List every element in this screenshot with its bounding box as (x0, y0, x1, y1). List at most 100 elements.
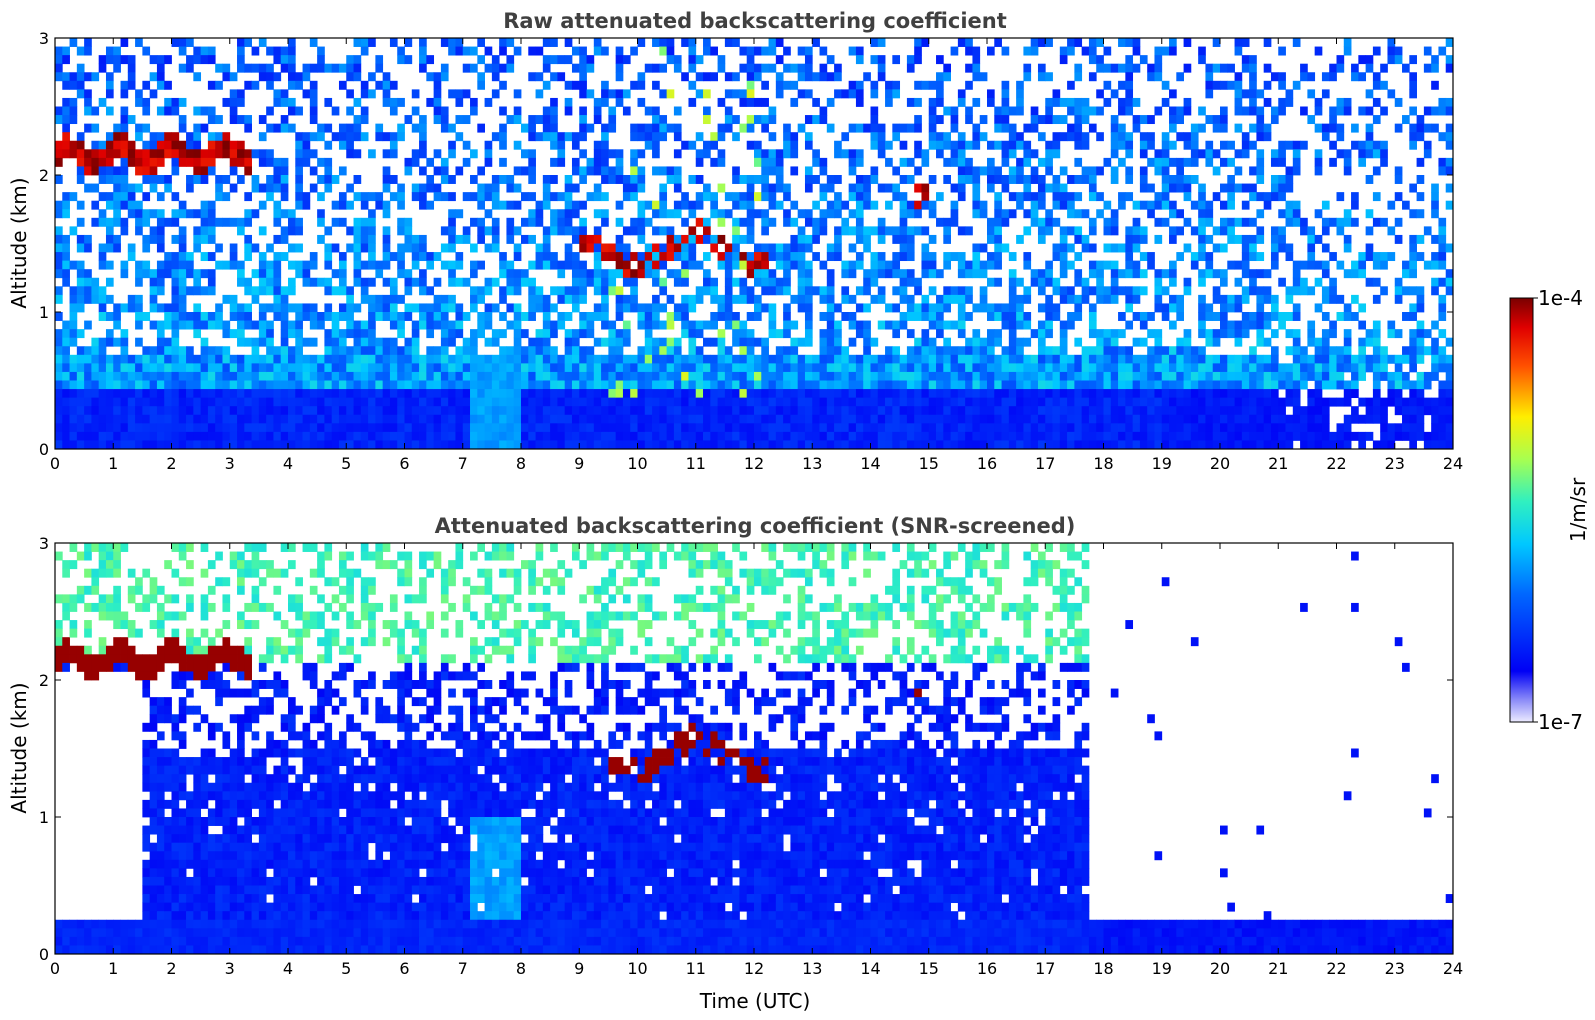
heatmap-cell (724, 277, 733, 287)
heatmap-cell (1154, 440, 1163, 450)
heatmap-cell (666, 397, 675, 407)
heatmap-cell (84, 234, 92, 244)
heatmap-cell (1249, 55, 1257, 65)
heatmap-cell (1059, 423, 1068, 433)
heatmap-cell (521, 389, 529, 399)
heatmap-cell (244, 303, 252, 313)
heatmap-cell (768, 440, 777, 450)
heatmap-cell (513, 89, 522, 99)
heatmap-cell (411, 320, 420, 330)
heatmap-cell (855, 303, 864, 313)
heatmap-cell (622, 89, 631, 99)
heatmap-cell (579, 55, 587, 65)
heatmap-cell (1176, 226, 1184, 236)
heatmap-cell (411, 337, 420, 347)
heatmap-cell (1118, 106, 1126, 116)
heatmap-cell (1169, 277, 1177, 287)
heatmap-cell (601, 414, 609, 424)
heatmap-cell (732, 440, 740, 450)
heatmap-cell (164, 346, 172, 356)
heatmap-cell (936, 329, 944, 339)
heatmap-cell (1241, 183, 1250, 193)
heatmap-cell (411, 406, 420, 416)
heatmap-cell (688, 329, 697, 339)
heatmap-cell (200, 431, 209, 441)
heatmap-cell (1212, 431, 1221, 441)
heatmap-cell (1176, 363, 1184, 373)
heatmap-cell (1241, 414, 1250, 424)
heatmap-cell (921, 269, 930, 279)
heatmap-cell (1139, 320, 1148, 330)
heatmap-cell (1176, 389, 1184, 399)
heatmap-cell (1256, 286, 1265, 296)
heatmap-cell (273, 312, 282, 321)
heatmap-cell (542, 226, 551, 236)
heatmap-cell (1001, 414, 1010, 424)
heatmap-cell (921, 200, 930, 210)
heatmap-cell (1096, 406, 1104, 416)
heatmap-cell (149, 277, 158, 287)
heatmap-cell (105, 72, 114, 82)
heatmap-cell (171, 149, 180, 159)
heatmap-cell (797, 89, 806, 99)
heatmap-cell (557, 140, 566, 150)
heatmap-cell (448, 329, 456, 339)
heatmap-cell (266, 72, 274, 82)
heatmap-cell (491, 389, 500, 399)
heatmap-cell (1205, 200, 1214, 210)
heatmap-cell (1016, 431, 1024, 441)
heatmap-cell (1030, 431, 1039, 441)
heatmap-cell (484, 209, 493, 219)
heatmap-cell (156, 217, 165, 227)
heatmap-cell (171, 354, 180, 364)
heatmap-cell (644, 140, 653, 150)
heatmap-cell (382, 234, 391, 244)
heatmap-cell (987, 175, 995, 184)
heatmap-cell (229, 149, 238, 159)
heatmap-cell (433, 380, 442, 390)
heatmap-cell (914, 183, 922, 193)
heatmap-cell (790, 80, 799, 90)
heatmap-cell (622, 269, 631, 279)
heatmap-cell (353, 303, 362, 313)
heatmap-cell (302, 303, 311, 313)
heatmap-cell (739, 431, 748, 441)
heatmap-cell (186, 363, 194, 373)
heatmap-cell (84, 414, 92, 424)
heatmap-cell (215, 192, 223, 202)
heatmap-cell (389, 440, 398, 450)
heatmap-cell (98, 397, 107, 407)
heatmap-cell (542, 363, 551, 373)
heatmap-cell (593, 354, 602, 364)
heatmap-cell (178, 423, 187, 433)
heatmap-cell (513, 371, 522, 381)
heatmap-cell (622, 431, 631, 441)
heatmap-cell (251, 175, 260, 184)
heatmap-cell (652, 132, 660, 142)
heatmap-cell (593, 414, 602, 424)
heatmap-cell (1227, 397, 1235, 407)
heatmap-cell (877, 371, 886, 381)
heatmap-cell (608, 269, 617, 279)
heatmap-cell (936, 303, 944, 313)
heatmap-cell (62, 414, 70, 424)
heatmap-cell (804, 209, 813, 219)
heatmap-cell (149, 363, 158, 373)
heatmap-cell (550, 132, 558, 142)
heatmap-cell (521, 423, 529, 433)
heatmap-cell (186, 346, 194, 356)
heatmap-cell (346, 329, 354, 339)
heatmap-cell (1067, 260, 1075, 270)
heatmap-cell (1198, 183, 1206, 193)
heatmap-cell (644, 397, 653, 407)
heatmap-cell (142, 260, 151, 270)
heatmap-cell (775, 440, 784, 450)
heatmap-cell (848, 380, 857, 390)
heatmap-cell (957, 440, 966, 450)
heatmap-cell (797, 46, 806, 56)
heatmap-cell (644, 252, 653, 262)
heatmap-cell (681, 320, 689, 330)
heatmap-cell (1037, 72, 1046, 82)
heatmap-cell (775, 406, 784, 416)
heatmap-cell (659, 286, 668, 296)
